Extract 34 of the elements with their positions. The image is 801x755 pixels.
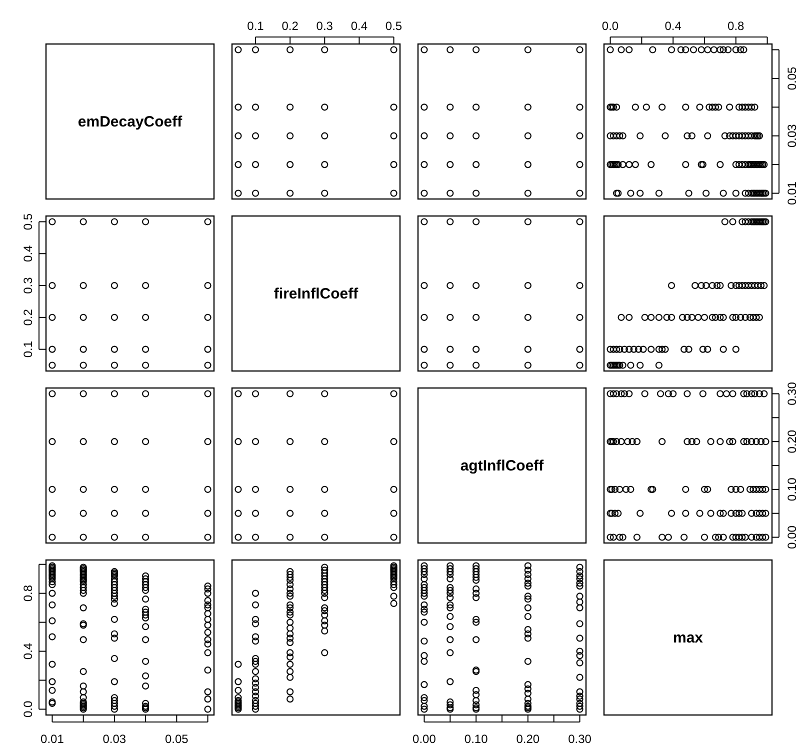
text: agtInflCoeff bbox=[460, 458, 545, 474]
x-tick-label: 0.20 bbox=[516, 732, 540, 746]
x-tick-label: 0.4 bbox=[664, 19, 682, 33]
y-tick-label: 0.8 bbox=[21, 584, 35, 602]
x-tick-label: 0.00 bbox=[412, 732, 436, 746]
y-tick-label: 0.4 bbox=[21, 244, 35, 262]
y-tick-label: 0.05 bbox=[785, 66, 799, 90]
y-tick-label: 0.4 bbox=[21, 642, 35, 660]
y-tick-label: 0.10 bbox=[785, 477, 799, 502]
x-tick-label: 0.2 bbox=[282, 19, 299, 33]
y-tick-label: 0.00 bbox=[785, 525, 799, 549]
x-tick-label: 0.5 bbox=[385, 19, 402, 33]
x-tick-label: 0.1 bbox=[247, 19, 264, 33]
x-tick-label: 0.01 bbox=[40, 732, 64, 746]
y-tick-label: 0.01 bbox=[785, 181, 799, 205]
y-tick-label: 0.03 bbox=[785, 124, 799, 148]
x-tick-label: 0.4 bbox=[350, 19, 368, 33]
x-tick-label: 0.3 bbox=[316, 19, 334, 33]
x-tick-label: 0.8 bbox=[728, 19, 745, 33]
text: fireInflCoeff bbox=[274, 286, 360, 302]
x-tick-label: 0.05 bbox=[164, 732, 189, 746]
text: max bbox=[672, 630, 704, 646]
y-tick-label: 0.1 bbox=[21, 340, 35, 358]
x-tick-label: 0.30 bbox=[568, 732, 592, 746]
x-tick-label: 0.0 bbox=[602, 19, 619, 33]
y-tick-label: 0.0 bbox=[21, 700, 35, 718]
text: emDecayCoeff bbox=[78, 114, 184, 130]
y-tick-label: 0.2 bbox=[21, 308, 35, 326]
x-tick-label: 0.10 bbox=[464, 732, 488, 746]
y-tick-label: 0.5 bbox=[21, 213, 35, 230]
x-tick-label: 0.03 bbox=[102, 732, 126, 746]
y-tick-label: 0.20 bbox=[785, 430, 799, 454]
y-tick-label: 0.30 bbox=[785, 382, 799, 406]
y-tick-label: 0.3 bbox=[21, 276, 35, 294]
